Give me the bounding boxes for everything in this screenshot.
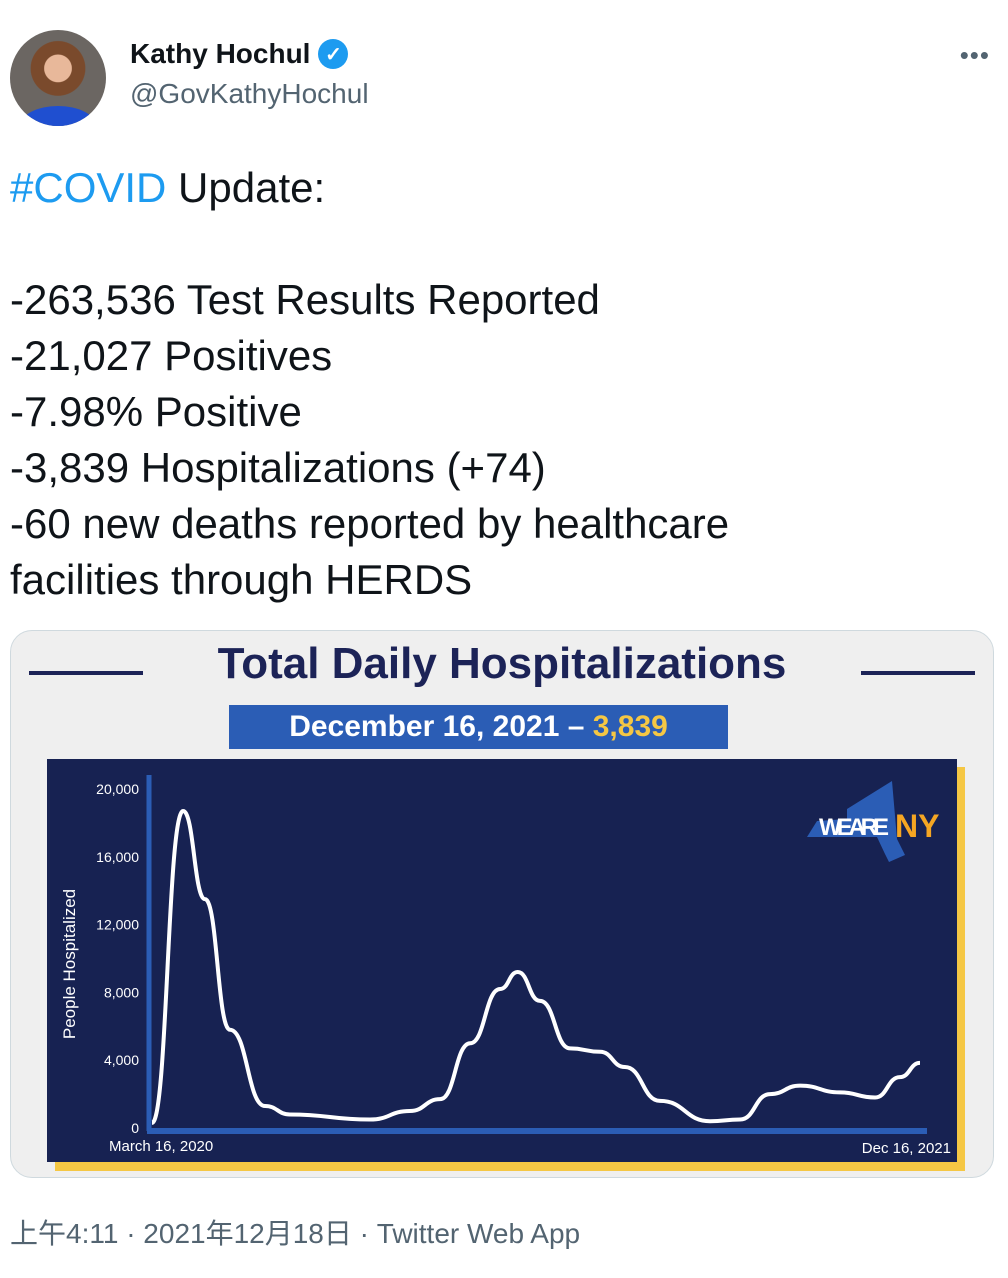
y-tick-label: 20,000 <box>96 781 139 797</box>
y-tick-label: 16,000 <box>96 849 139 865</box>
more-options-icon[interactable]: ••• <box>959 40 990 70</box>
y-tick-label: 4,000 <box>104 1052 139 1068</box>
x-tick-label-start: March 16, 2020 <box>109 1138 213 1155</box>
y-axis-label: People Hospitalized <box>60 889 79 1039</box>
tweet-text: #COVID Update: -263,536 Test Results Rep… <box>10 160 990 608</box>
avatar[interactable] <box>10 30 106 126</box>
author-name-row[interactable]: Kathy Hochul ✓ <box>130 38 349 70</box>
logo-text-ny: NY <box>895 808 939 844</box>
logo-text-we-are: WE ARE <box>819 814 889 841</box>
author-handle[interactable]: @GovKathyHochul <box>130 78 369 109</box>
avatar-shirt <box>20 106 96 126</box>
tweet-body: Update: -263,536 Test Results Reported -… <box>10 164 730 603</box>
x-tick-label-end: Dec 16, 2021 <box>862 1140 951 1157</box>
chart-plot: WE ARE NY 0 4,000 8,000 12,000 16,000 20,000 Ma… <box>47 759 957 1162</box>
title-rule-right <box>861 671 975 675</box>
banner-value: 3,839 <box>592 710 668 743</box>
tweet-timestamp[interactable]: 上午4:11 · 2021年12月18日 · Twitter Web App <box>10 1218 581 1249</box>
banner-date: December 16, 2021 – <box>289 710 593 743</box>
hospitalizations-line <box>150 809 921 1125</box>
chart-title: Total Daily Hospitalizations <box>217 639 787 688</box>
title-rule-left <box>29 671 143 675</box>
tweet-image[interactable]: Total Daily Hospitalizations December 16… <box>10 630 994 1178</box>
hashtag-link[interactable]: #COVID <box>10 164 167 211</box>
ny-state-icon <box>807 781 905 862</box>
author-name[interactable]: Kathy Hochul <box>130 38 311 69</box>
y-tick-label: 0 <box>131 1120 139 1136</box>
y-tick-label: 8,000 <box>104 984 139 1000</box>
chart-svg: WE ARE NY 0 4,000 8,000 12,000 16,000 20,000 Ma… <box>60 775 951 1157</box>
date-banner: December 16, 2021 – 3,839 <box>229 705 728 749</box>
y-tick-label: 12,000 <box>96 917 139 933</box>
verified-badge-icon: ✓ <box>318 39 349 69</box>
